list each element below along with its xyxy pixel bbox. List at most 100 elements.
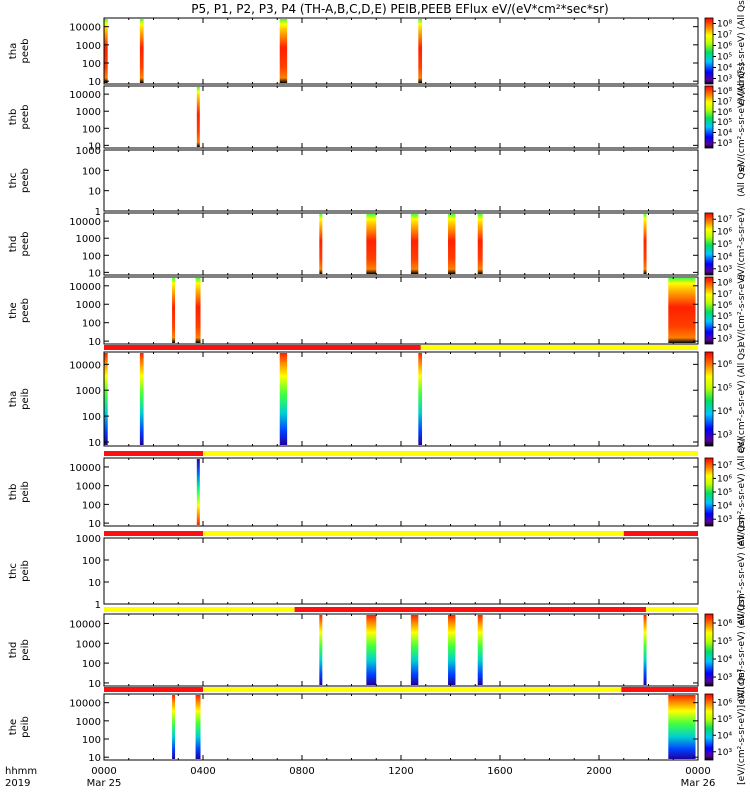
colorbar-tick-label: 10⁸: [717, 87, 732, 97]
y-tick-label: 10000: [69, 619, 101, 630]
y-tick-label: 1000: [76, 107, 101, 118]
colorbar-tick-label: 10⁷: [717, 31, 732, 41]
y-tick-label: 100: [82, 251, 101, 262]
burst-mark: [668, 278, 696, 343]
colorbar: [704, 351, 714, 447]
y-tick-label: 10: [88, 337, 101, 348]
y-tick-label: 10000: [69, 360, 101, 371]
status-segment-red: [104, 345, 421, 350]
plot-frame: [103, 537, 699, 605]
colorbar-tick-label: 10⁴: [717, 323, 732, 333]
colorbar-units-label: eV/(cm²-s-sr-eV) (All Qs): [737, 438, 747, 547]
plot-frame: [103, 693, 699, 761]
burst-mark: [139, 19, 144, 83]
colorbar: [704, 613, 714, 687]
plot-frame: [103, 457, 699, 527]
colorbar-tick-label: 10⁶: [717, 619, 732, 629]
burst-mark: [668, 695, 696, 759]
burst-mark: [104, 19, 108, 83]
y-tick-label: 100: [82, 412, 101, 423]
panel-thd-peib: 10 100 1000 10000 thd peib 10³ 10⁴ 10⁵ 10⁶ eV/(cm²…: [8, 596, 747, 705]
panel-probe-label: the: [8, 719, 19, 735]
panel-probe-label: tha: [8, 43, 19, 59]
colorbar-tick-label: 10³: [717, 748, 732, 758]
y-tick-label: 100: [82, 659, 101, 670]
colorbar-tick-label: 10⁴: [717, 252, 732, 262]
panel-product-label: peeb: [20, 168, 31, 193]
colorbar: [704, 85, 714, 149]
colorbar: [704, 457, 714, 527]
colorbar-tick-label: 10⁶: [717, 228, 732, 238]
panel-product-label: peib: [20, 716, 31, 738]
burst-mark: [643, 615, 647, 685]
y-tick-label: 10000: [69, 282, 101, 293]
y-tick-label: 1000: [76, 386, 101, 397]
y-tick-label: 1000: [76, 300, 101, 311]
plot-frame: [103, 276, 699, 345]
status-segment-red: [104, 531, 203, 536]
panel-probe-label: thc: [8, 173, 19, 189]
y-tick-label: 100: [82, 166, 101, 177]
panel-probe-label: the: [8, 302, 19, 318]
colorbar-units-label: eV/(cm²-s-sr-eV) (All Qs): [737, 0, 747, 105]
y-tick-label: 10: [88, 268, 101, 279]
colorbar-tick-label: 10⁵: [717, 53, 732, 63]
y-tick-label: 10000: [69, 217, 101, 228]
y-tick-label: 10: [88, 578, 101, 589]
panel-probe-label: thb: [8, 109, 19, 126]
y-tick-label: 10: [88, 519, 101, 530]
status-segment-red: [104, 687, 203, 692]
burst-mark: [448, 615, 456, 685]
colorbar: [704, 693, 714, 761]
colorbar-tick-label: 10⁶: [717, 42, 732, 52]
y-tick-label: 1: [95, 207, 101, 218]
status-segment-red: [104, 451, 203, 456]
y-tick-label: 10: [88, 141, 101, 152]
burst-mark: [477, 615, 483, 685]
y-tick-label: 10000: [69, 23, 101, 34]
burst-mark: [410, 615, 419, 685]
colorbar: [704, 276, 714, 345]
y-tick-label: 1000: [76, 146, 101, 157]
x-tick-label: 0400: [190, 766, 215, 777]
x-row-label-year: 2019: [5, 778, 30, 789]
y-tick-label: 1000: [76, 534, 101, 545]
x-tick-label: 0000: [685, 766, 710, 777]
panel-product-label: peeb: [20, 105, 31, 130]
panel-probe-label: thd: [8, 642, 19, 659]
x-tick-label: 0000: [91, 766, 116, 777]
burst-mark: [448, 214, 456, 274]
colorbar-units-label: eV/(cm²-s-sr-eV) (All Qs): [737, 345, 747, 454]
y-tick-label: 1000: [76, 41, 101, 52]
colorbar-tick-label: 10³: [717, 75, 732, 85]
y-tick-label: 10000: [69, 90, 101, 101]
x-tick-label: 1600: [487, 766, 512, 777]
burst-mark: [418, 353, 423, 445]
burst-mark: [195, 278, 201, 343]
burst-mark: [643, 214, 647, 274]
y-tick-label: 1000: [76, 717, 101, 728]
colorbar-tick-label: 10⁷: [717, 461, 732, 471]
y-tick-label: 1000: [76, 482, 101, 493]
status-segment-yellow: [203, 531, 624, 536]
colorbar-tick-label: 10⁴: [717, 502, 732, 512]
x-date-label: Mar 26: [681, 778, 716, 789]
y-tick-label: 1000: [76, 639, 101, 650]
colorbar-tick-label: 10⁵: [717, 637, 732, 647]
colorbar-tick-label: 10³: [717, 139, 732, 149]
y-tick-label: 10: [88, 187, 101, 198]
burst-mark: [477, 214, 483, 274]
x-date-label: Mar 25: [87, 778, 122, 789]
panel-product-label: peib: [20, 560, 31, 582]
colorbar-tick-label: 10⁶: [717, 474, 732, 484]
colorbar: [704, 212, 714, 276]
colorbar-tick-label: 10⁴: [717, 64, 732, 74]
y-tick-label: 10000: [69, 463, 101, 474]
burst-mark: [366, 214, 377, 274]
plot-frame: [103, 613, 699, 687]
colorbar-units-label: [eV/(cm²-s-sr-eV)] (All Qs): [737, 669, 747, 785]
panel-thc-peib: 1 10 100 1000 thc peib eV/(cm²-s-sr-eV) (All Q…: [8, 517, 747, 626]
